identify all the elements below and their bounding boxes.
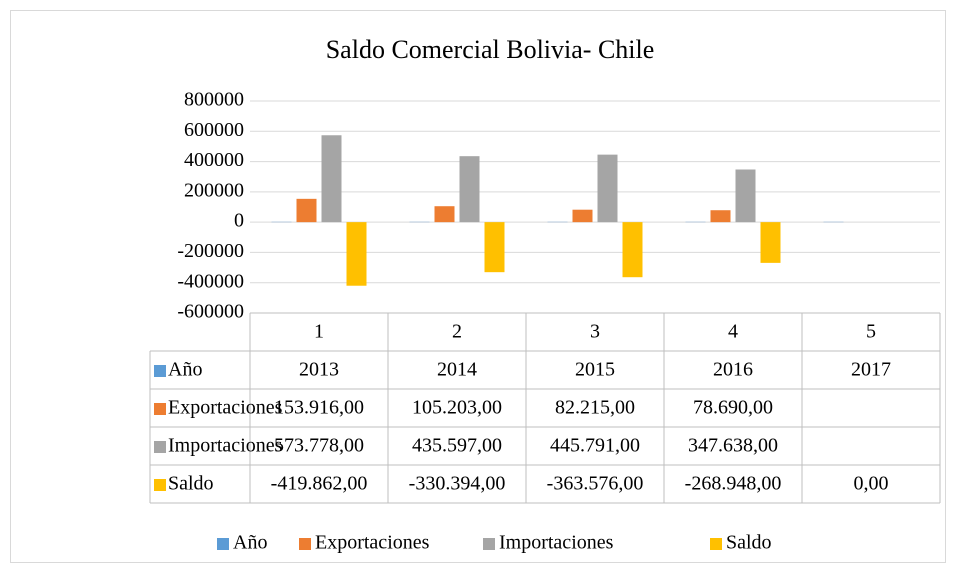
table-cell: -363.576,00 — [547, 473, 644, 495]
bar — [459, 156, 480, 223]
table-cell: 2015 — [575, 359, 615, 381]
legend-key — [217, 538, 229, 550]
legend-key — [710, 538, 722, 550]
table-cell: 78.690,00 — [693, 397, 773, 419]
table-cell: 153.916,00 — [274, 397, 364, 419]
bar — [434, 206, 455, 223]
y-tick-label: -200000 — [177, 240, 244, 262]
table-cell: 2014 — [437, 359, 477, 381]
y-tick-label: 0 — [234, 210, 244, 232]
table-row-label: Importaciones — [168, 435, 283, 457]
table-cell: 2013 — [299, 359, 339, 381]
table-cell: 445.791,00 — [550, 435, 640, 457]
table-cell: 2017 — [851, 359, 891, 381]
bar — [484, 222, 505, 273]
table-row-label: Saldo — [168, 473, 214, 495]
legend-key — [483, 538, 495, 550]
table-cell: -419.862,00 — [271, 473, 368, 495]
bar — [296, 198, 317, 223]
table-cell: -330.394,00 — [409, 473, 506, 495]
x-tick-label: 4 — [728, 321, 738, 343]
bar — [597, 154, 618, 223]
table-cell: 347.638,00 — [688, 435, 778, 457]
table-cell: 82.215,00 — [555, 397, 635, 419]
bar — [710, 210, 731, 223]
table-cell: 105.203,00 — [412, 397, 502, 419]
table-legend-key — [154, 365, 166, 377]
bar — [572, 209, 593, 223]
table-row-label: Año — [168, 359, 202, 381]
y-tick-label: 200000 — [184, 179, 244, 201]
legend-label: Saldo — [726, 532, 772, 554]
bar — [760, 222, 781, 263]
x-tick-label: 1 — [314, 321, 324, 343]
table-legend-key — [154, 479, 166, 491]
bar — [735, 169, 756, 223]
table-cell: -268.948,00 — [685, 473, 782, 495]
x-tick-label: 3 — [590, 321, 600, 343]
legend-key — [299, 538, 311, 550]
x-tick-label: 5 — [866, 321, 876, 343]
table-cell: 573.778,00 — [274, 435, 364, 457]
y-tick-label: 400000 — [184, 149, 244, 171]
y-tick-label: -600000 — [177, 301, 244, 323]
chart-title: Saldo Comercial Bolivia- Chile — [326, 35, 655, 64]
table-cell: 435.597,00 — [412, 435, 502, 457]
table-cell: 2016 — [713, 359, 753, 381]
table-legend-key — [154, 403, 166, 415]
y-tick-label: 600000 — [184, 119, 244, 141]
table-row-label: Exportaciones — [168, 397, 283, 419]
bar — [346, 222, 367, 286]
x-tick-label: 2 — [452, 321, 462, 343]
table-cell: 0,00 — [854, 473, 889, 495]
table-legend-key — [154, 441, 166, 453]
bar — [622, 222, 643, 278]
y-tick-label: 800000 — [184, 89, 244, 111]
y-tick-label: -400000 — [177, 270, 244, 292]
legend-label: Exportaciones — [315, 532, 430, 554]
legend-label: Importaciones — [499, 532, 614, 554]
chart-border — [10, 10, 946, 563]
legend-label: Año — [233, 532, 267, 554]
bar — [321, 135, 342, 223]
